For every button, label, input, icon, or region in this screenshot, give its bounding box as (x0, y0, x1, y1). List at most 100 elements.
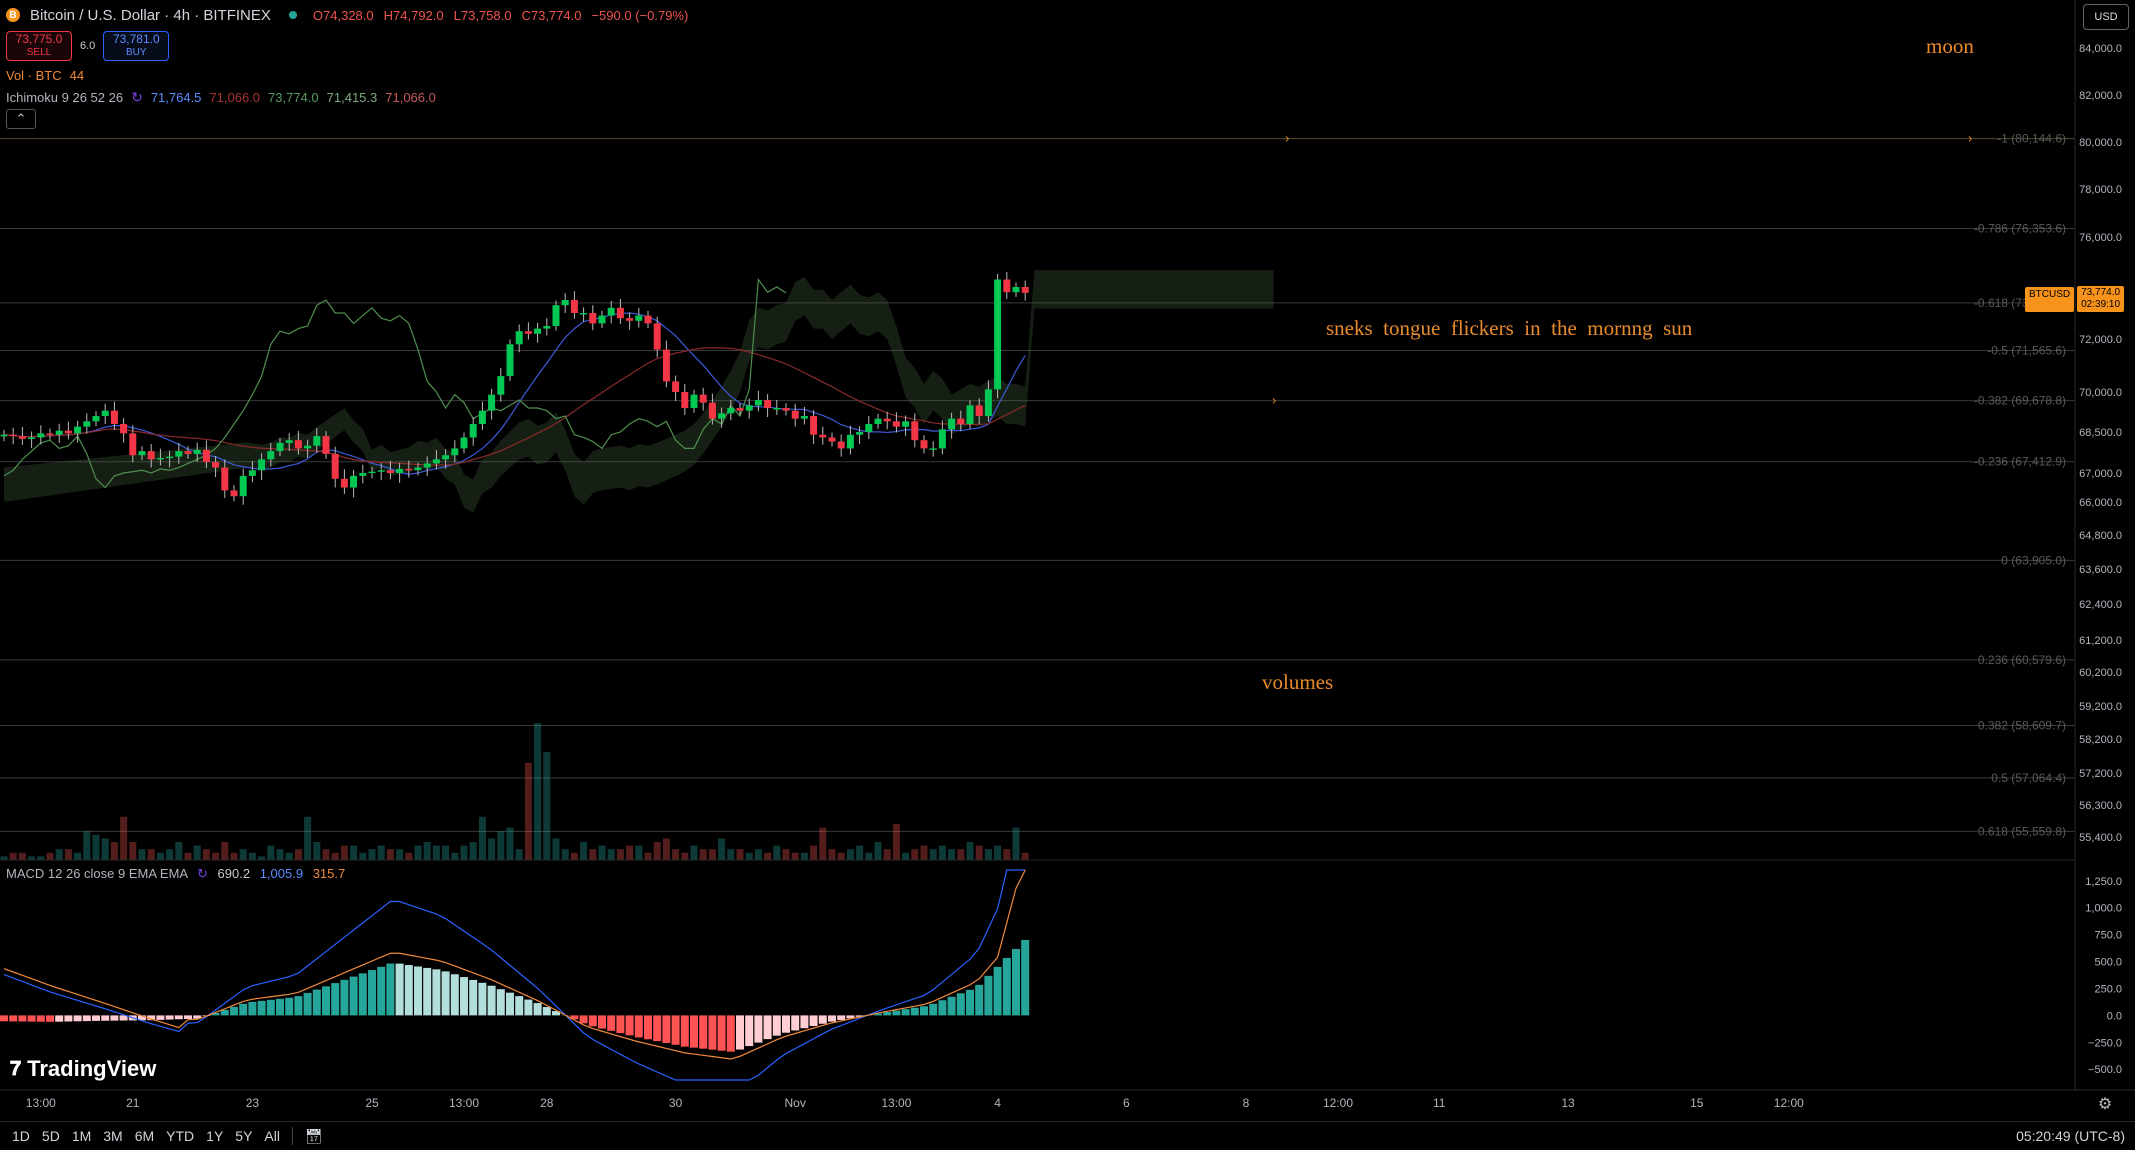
tf-3m[interactable]: 3M (103, 1128, 122, 1144)
volume-bar (10, 853, 17, 860)
candle-body (203, 450, 210, 462)
volume-bar (258, 856, 265, 860)
price-tick-label: 57,200.0 (2079, 768, 2122, 780)
candle-body (111, 411, 118, 424)
time-tick-label: 11 (1433, 1096, 1446, 1110)
macd-hist-bar (340, 980, 348, 1016)
tf-5y[interactable]: 5Y (235, 1128, 252, 1144)
candle-body (911, 421, 918, 440)
countdown: 02:39:10 (2081, 299, 2120, 311)
volume-bar (700, 849, 707, 860)
candle-body (221, 468, 228, 491)
macd-hist-bar (708, 1015, 716, 1049)
macd-hist-bar (74, 1015, 82, 1021)
calendar-icon[interactable]: 📅︎ (305, 1128, 323, 1145)
annotation-snek[interactable]: sneks tongue flickers in the mornng sun (1326, 316, 1692, 341)
buy-button[interactable]: 73,781.0 BUY (103, 31, 169, 61)
currency-selector[interactable]: USD (2083, 4, 2129, 30)
macd-hist-bar (414, 966, 422, 1015)
volume-bar (231, 853, 238, 860)
spread-value: 6.0 (80, 40, 95, 52)
settings-loop-icon[interactable]: ↻ (131, 89, 143, 106)
macd-hist-bar (267, 1000, 275, 1016)
macd-hist-bar (9, 1015, 17, 1021)
candle-body (148, 451, 155, 459)
volume-bar (1003, 849, 1010, 860)
tf-1m[interactable]: 1M (72, 1128, 91, 1144)
candle-body (277, 443, 284, 451)
sell-price: 73,775.0 (16, 33, 63, 46)
price-tick-label: 82,000.0 (2079, 90, 2122, 102)
annotation-moon[interactable]: moon (1926, 34, 1974, 59)
time-tick-label: 13:00 (26, 1096, 56, 1110)
gear-icon[interactable]: ⚙ (2096, 1094, 2114, 1112)
cloud-area (4, 270, 1274, 513)
clock[interactable]: 05:20:49 (UTC-8) (2016, 1128, 2125, 1144)
buy-label: BUY (126, 46, 147, 59)
macd-hist-bar (294, 996, 302, 1015)
candle-body (847, 435, 854, 449)
macd-hist-bar (966, 990, 974, 1016)
macd-settings-icon[interactable]: ↻ (197, 866, 208, 881)
volume-bar (746, 853, 753, 860)
fib-label: -1 (80,144.6) (1997, 132, 2066, 146)
macd-hist-bar (285, 998, 293, 1016)
candle-body (175, 451, 182, 456)
tradingview-logo[interactable]: 𝟕 TradingView (10, 1056, 156, 1082)
macd-hist-bar (221, 1010, 229, 1016)
candle-body (139, 451, 146, 455)
macd-hist-bar (607, 1015, 615, 1030)
divider (292, 1127, 293, 1145)
tf-all[interactable]: All (264, 1128, 280, 1144)
symbol-title[interactable]: Bitcoin / U.S. Dollar · 4h · BITFINEX (30, 7, 271, 24)
volume-bar (240, 849, 247, 860)
tf-5d[interactable]: 5D (42, 1128, 60, 1144)
fib-label: 0.5 (57,064.4) (1991, 771, 2066, 785)
volume-bar (553, 838, 560, 860)
volume-legend[interactable]: Vol · BTC 44 (6, 64, 690, 86)
market-open-icon (289, 11, 297, 19)
candle-body (893, 421, 900, 426)
macd-hist-bar (644, 1015, 652, 1039)
volume-bar (709, 849, 716, 860)
volume-bar (203, 849, 210, 860)
buy-price: 73,781.0 (113, 33, 160, 46)
candle-body (663, 350, 670, 382)
volume-bar (663, 838, 670, 860)
ohlc-open: O74,328.0 (313, 8, 374, 23)
arrow-icon: › (1272, 393, 1276, 408)
macd-legend[interactable]: MACD 12 26 close 9 EMA EMA ↻ 690.2 1,005… (6, 866, 345, 882)
candle-body (783, 408, 790, 411)
annotation-volumes[interactable]: volumes (1262, 670, 1333, 695)
chevron-up-icon[interactable]: ⌃ (6, 109, 36, 129)
tf-ytd[interactable]: YTD (166, 1128, 194, 1144)
volume-bar (875, 842, 882, 860)
macd-hist-bar (506, 993, 514, 1016)
tf-1y[interactable]: 1Y (206, 1128, 223, 1144)
candle-body (672, 381, 679, 392)
time-tick-label: 30 (669, 1096, 683, 1110)
candle-body (387, 470, 394, 473)
ichimoku-legend[interactable]: Ichimoku 9 26 52 26 ↻ 71,764.5 71,066.0 … (6, 86, 690, 108)
candle-body (350, 476, 357, 488)
macd-hist-bar (396, 964, 404, 1016)
tf-1d[interactable]: 1D (12, 1128, 30, 1144)
candle-body (580, 313, 587, 315)
macd-hist-bar (469, 980, 477, 1015)
candle-body (313, 436, 320, 446)
volume-bar (773, 846, 780, 860)
tf-6m[interactable]: 6M (135, 1128, 154, 1144)
price-tick-label: 84,000.0 (2079, 43, 2122, 55)
candle-body (608, 308, 615, 316)
volume-bar (737, 849, 744, 860)
volume-bar (56, 849, 63, 860)
sell-button[interactable]: 73,775.0 SELL (6, 31, 72, 61)
price-tick-label: 61,200.0 (2079, 635, 2122, 647)
candle-body (378, 470, 385, 472)
macd-hist-bar (258, 1001, 266, 1016)
candle-body (185, 451, 192, 454)
price-tick-label: 59,200.0 (2079, 701, 2122, 713)
fib-label: -0.236 (67,412.9) (1974, 455, 2066, 469)
price-chart[interactable]: -1 (80,144.6)-0.786 (76,353.6)-0.618 (73… (0, 0, 2135, 1120)
